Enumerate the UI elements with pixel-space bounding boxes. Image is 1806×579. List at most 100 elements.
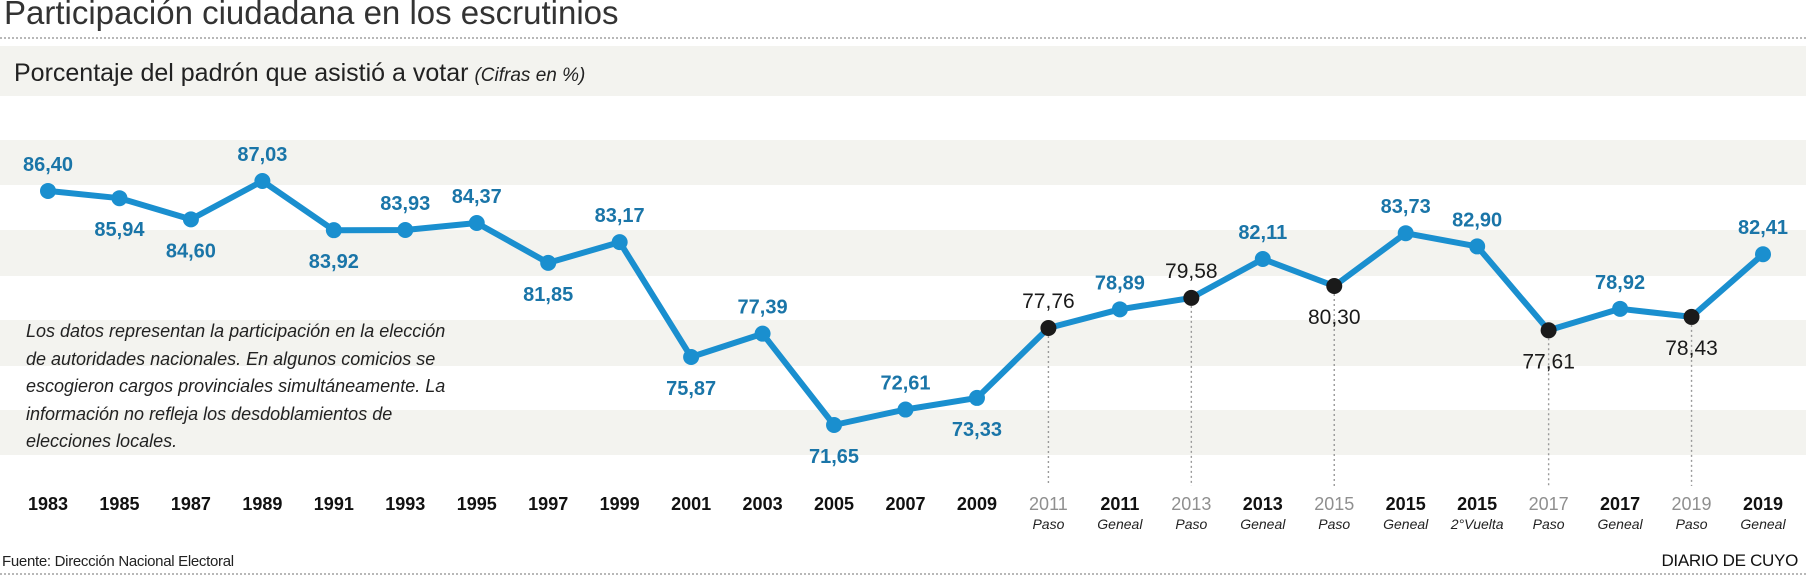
chart-title: Participación ciudadana en los escrutini… — [4, 0, 619, 31]
footer-divider — [0, 573, 1806, 575]
x-tick-label: 2009 — [957, 494, 997, 514]
x-tick-label: 2011 — [1029, 494, 1068, 514]
data-point-2001 — [683, 349, 700, 365]
subtitle-text: Porcentaje del padrón que asistió a vota… — [14, 59, 469, 87]
data-label: 77,76 — [1022, 290, 1075, 313]
chart-subtitle: Porcentaje del padrón que asistió a vota… — [14, 59, 585, 88]
x-tick-label: 1991 — [314, 494, 354, 514]
data-point-1995 — [468, 215, 485, 231]
data-point-2011-paso — [1040, 320, 1057, 336]
x-tick-label: 1995 — [457, 494, 497, 514]
data-point-2015-geneal — [1397, 225, 1414, 242]
data-label: 82,41 — [1738, 217, 1788, 239]
x-tick-label: 2013 — [1243, 494, 1283, 514]
data-point-1997 — [540, 254, 557, 271]
data-point-1999 — [611, 234, 628, 251]
data-points — [40, 173, 1771, 433]
data-point-1989 — [254, 173, 271, 189]
data-point-1983 — [40, 182, 56, 199]
data-point-1993 — [397, 222, 414, 239]
x-tick-label: 1999 — [600, 494, 640, 514]
data-point-2015-2vuelta — [1469, 238, 1486, 255]
chart-note: Los datos representan la participación e… — [26, 321, 446, 451]
x-tick-label: 1983 — [28, 494, 68, 514]
x-tick-sublabel: Geneal — [1740, 516, 1786, 532]
data-point-2011-geneal — [1111, 301, 1128, 318]
data-label: 84,60 — [166, 240, 216, 262]
source-credit: Fuente: Dirección Nacional Electoral — [2, 553, 234, 570]
background-band — [0, 320, 1806, 366]
data-label: 82,11 — [1238, 222, 1287, 244]
x-tick-sublabel: Paso — [1318, 516, 1350, 532]
data-point-2017-geneal — [1612, 300, 1629, 317]
data-label: 81,85 — [523, 284, 573, 306]
data-point-2005 — [826, 417, 843, 433]
publisher-brand: DIARIO DE CUYO — [1661, 551, 1798, 570]
x-tick-sublabel: 2°Vuelta — [1450, 516, 1504, 532]
data-label: 83,93 — [380, 193, 430, 215]
data-point-2019-paso — [1683, 308, 1700, 325]
x-tick-label: 2007 — [885, 494, 925, 514]
data-point-2007 — [897, 401, 914, 418]
background-band — [0, 230, 1806, 276]
data-label: 78,43 — [1665, 337, 1718, 360]
x-tick-label: 1997 — [528, 494, 568, 514]
x-tick-sublabel: Geneal — [1240, 516, 1286, 532]
x-tick-label: 2017 — [1600, 494, 1640, 514]
x-tick-label: 2019 — [1672, 494, 1712, 514]
data-label: 80,30 — [1308, 306, 1361, 329]
title-divider — [0, 37, 1806, 39]
background-band — [0, 410, 1806, 455]
data-point-2013-geneal — [1254, 251, 1271, 267]
x-tick-sublabel: Paso — [1676, 516, 1708, 532]
x-tick-sublabel: Paso — [1175, 516, 1207, 532]
x-tick-label: 2011 — [1100, 494, 1139, 514]
x-tick-label: 2015 — [1386, 494, 1426, 514]
data-label: 84,37 — [452, 186, 502, 208]
data-labels: 86,40 85,94 84,60 87,03 83,92 83,93 84,37 81,85… — [23, 144, 1788, 468]
x-tick-label: 2003 — [743, 494, 783, 514]
data-label: 86,40 — [23, 154, 73, 176]
data-point-2019-geneal — [1755, 246, 1771, 263]
data-label: 83,17 — [595, 205, 645, 227]
data-point-1991 — [325, 222, 342, 239]
x-tick-label: 1989 — [242, 494, 282, 514]
data-label: 77,61 — [1522, 350, 1575, 373]
x-tick-label: 2017 — [1529, 494, 1569, 514]
data-label: 75,87 — [666, 378, 716, 400]
data-label: 85,94 — [94, 219, 145, 241]
data-point-2013-paso — [1183, 289, 1200, 306]
x-tick-label: 2015 — [1314, 494, 1354, 514]
x-tick-label: 1985 — [99, 494, 139, 514]
x-tick-label: 2015 — [1457, 494, 1497, 514]
x-tick-label: 2001 — [671, 494, 711, 514]
subtitle-band — [0, 46, 1806, 96]
x-tick-label: 2005 — [814, 494, 854, 514]
x-axis-labels: 1983 1985 1987 1989 1991 1993 1995 1997 1999 2001… — [28, 494, 1786, 532]
background-bands — [0, 140, 1806, 455]
data-label: 77,39 — [738, 297, 788, 319]
x-tick-label: 1987 — [171, 494, 211, 514]
x-tick-sublabel: Geneal — [1383, 516, 1429, 532]
data-label: 87,03 — [237, 144, 287, 166]
x-tick-label: 2019 — [1743, 494, 1783, 514]
x-tick-label: 1993 — [385, 494, 425, 514]
data-point-2003 — [754, 325, 771, 342]
x-tick-sublabel: Geneal — [1097, 516, 1143, 532]
data-label: 73,33 — [952, 419, 1002, 441]
data-label: 78,92 — [1595, 272, 1645, 294]
paso-guide-lines — [1047, 294, 1693, 486]
data-label: 72,61 — [880, 373, 930, 395]
x-tick-label: 2013 — [1171, 494, 1211, 514]
data-point-1987 — [182, 211, 199, 228]
data-point-2017-paso — [1540, 322, 1557, 339]
data-point-1985 — [111, 190, 128, 207]
x-tick-sublabel: Paso — [1032, 516, 1064, 532]
data-point-2015-paso — [1326, 278, 1343, 294]
data-label: 83,92 — [309, 251, 359, 273]
data-label: 83,73 — [1381, 196, 1431, 218]
data-label: 78,89 — [1095, 272, 1145, 294]
data-label: 82,90 — [1452, 209, 1502, 231]
data-label: 71,65 — [809, 446, 859, 468]
